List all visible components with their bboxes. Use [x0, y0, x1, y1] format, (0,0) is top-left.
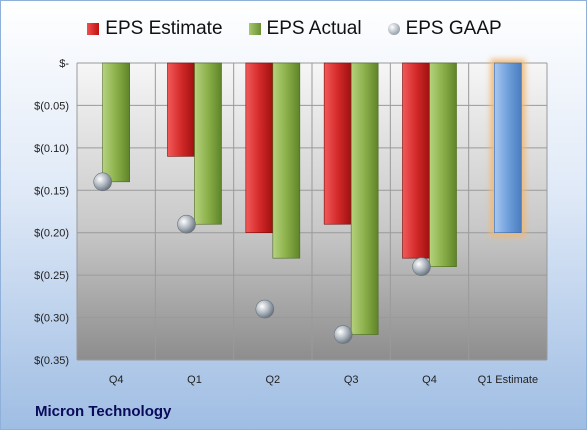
bar-eps-actual	[272, 62, 301, 259]
legend-swatch-eps-gaap	[387, 23, 400, 35]
bar-eps-estimate	[402, 62, 430, 259]
x-tick-label: Q1	[187, 374, 202, 386]
bar-eps-estimate-highlight	[494, 62, 522, 234]
y-tick-label: $(0.35)	[34, 355, 69, 367]
bar-eps-actual	[194, 62, 222, 225]
marker-eps-gaap	[177, 214, 196, 234]
legend-item-eps-gaap: EPS GAAP	[387, 18, 502, 40]
y-tick-label: $(0.25)	[34, 270, 69, 282]
bar-eps-estimate	[167, 62, 195, 157]
bar-eps-estimate	[245, 62, 274, 234]
legend-item-eps-actual: EPS Actual	[248, 18, 362, 40]
y-tick-label: $(0.30)	[34, 313, 69, 325]
x-tick-label: Q1 Estimate	[478, 374, 539, 386]
marker-eps-gaap	[412, 257, 431, 276]
x-tick-label: Q3	[344, 374, 359, 386]
x-tick-label: Q2	[265, 374, 280, 386]
x-axis-ticks: Q4 Q1 Q2 Q3 Q4 Q1 Estimate	[109, 374, 538, 386]
x-tick-label: Q4	[109, 374, 124, 386]
x-tick-label: Q4	[422, 374, 437, 386]
bars	[102, 59, 526, 335]
y-tick-label: $(0.05)	[34, 100, 69, 112]
gaap-markers	[93, 172, 431, 344]
legend-item-eps-estimate: EPS Estimate	[87, 18, 223, 40]
company-name: Micron Technology	[35, 403, 172, 420]
y-axis-ticks: $- $(0.05) $(0.10) $(0.15) $(0.20) $(0.25) $(0…	[34, 58, 69, 367]
bar-eps-estimate	[323, 62, 352, 225]
y-tick-label: $(0.15)	[34, 185, 69, 197]
y-tick-label: $(0.10)	[34, 143, 69, 155]
marker-eps-gaap	[93, 172, 112, 192]
legend-swatch-eps-actual	[248, 23, 261, 35]
marker-eps-gaap	[333, 325, 353, 344]
legend-label-eps-estimate: EPS Estimate	[105, 18, 223, 39]
bar-eps-actual	[429, 62, 457, 267]
legend: EPS Estimate EPS Actual EPS GAAP	[1, 13, 587, 45]
legend-swatch-eps-estimate	[87, 23, 100, 35]
y-tick-label: $(0.20)	[34, 228, 69, 240]
gridlines	[76, 62, 548, 361]
legend-label-eps-actual: EPS Actual	[266, 18, 362, 39]
y-tick-label: $-	[59, 58, 69, 70]
bar-eps-actual	[102, 62, 130, 183]
legend-label-eps-gaap: EPS GAAP	[405, 18, 502, 39]
bar-eps-actual	[350, 62, 379, 335]
marker-eps-gaap	[255, 299, 275, 319]
